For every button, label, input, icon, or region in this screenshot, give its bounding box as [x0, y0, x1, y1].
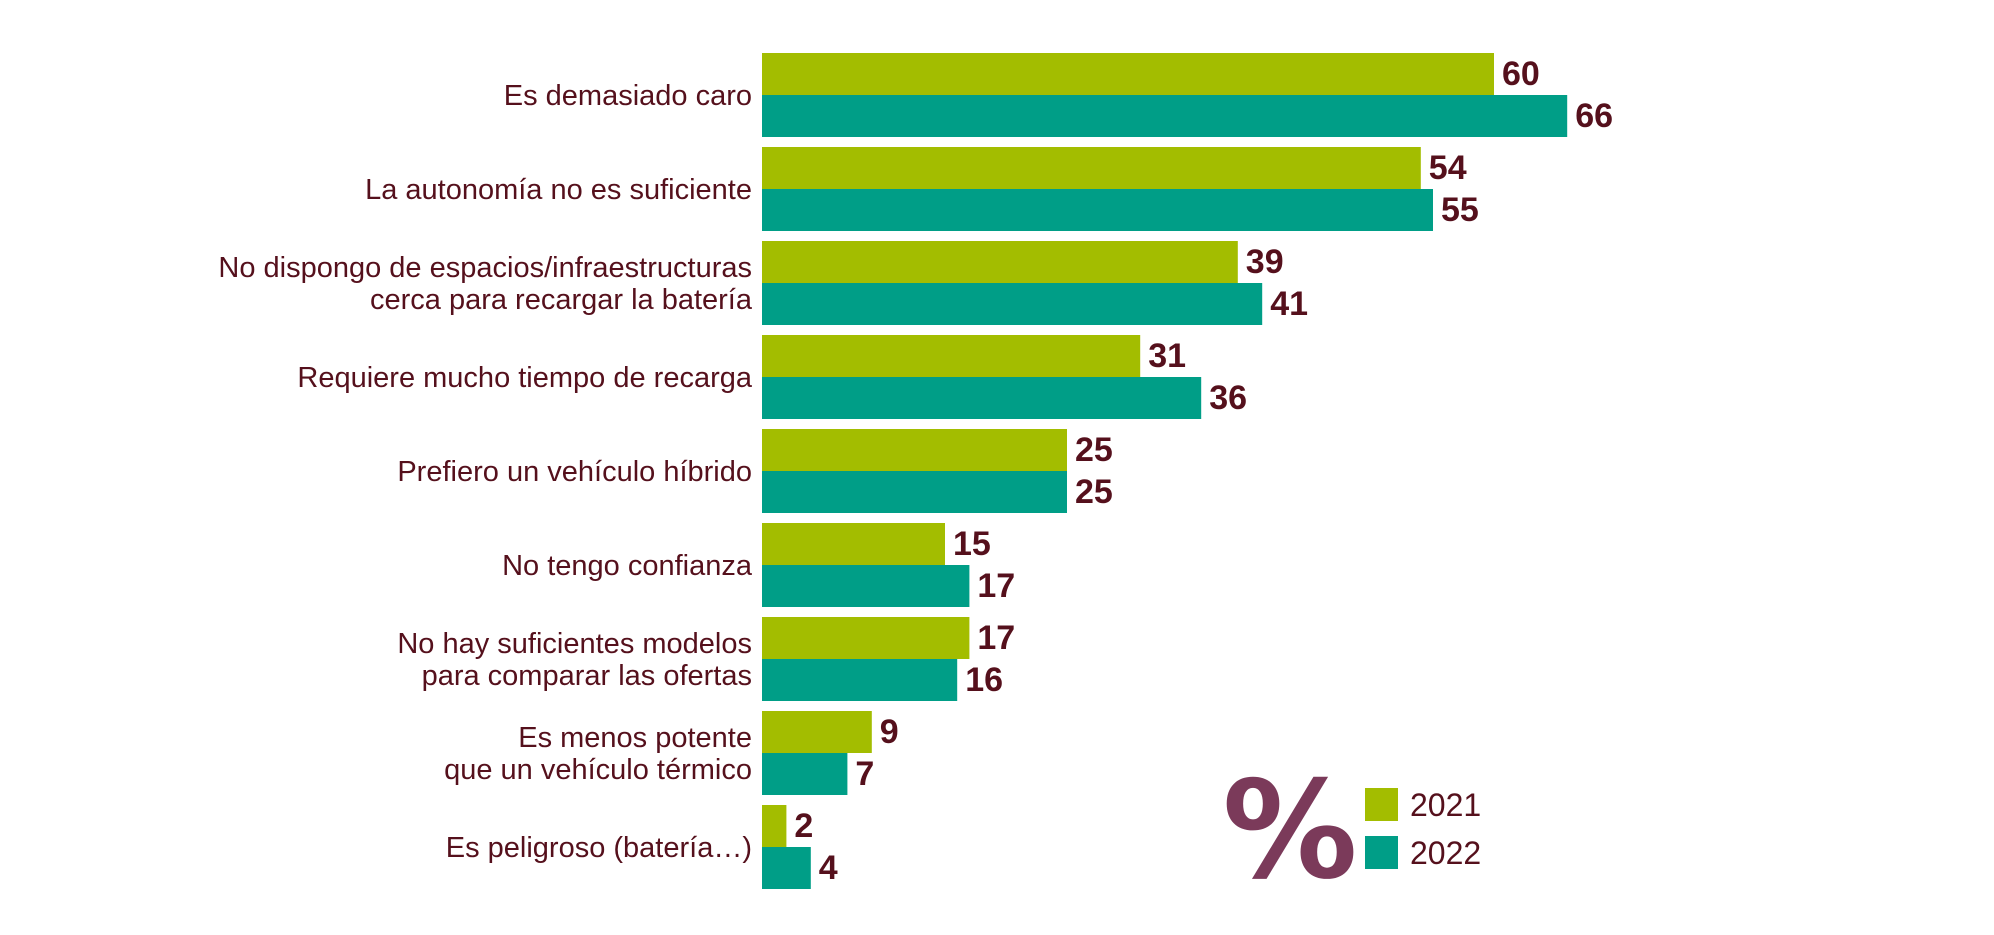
- value-label-2022-no-dispongo-de-espacios-infraestructuras-cerca-para-recargar-la-bateria: 41: [1270, 285, 1308, 323]
- labels-layer: Es demasiado caro 60 66 La autonomía no es …: [218, 55, 1613, 887]
- category-label-no-tengo-confianza: No tengo confianza: [502, 550, 753, 582]
- value-label-2021-no-tengo-confianza: 15: [953, 525, 991, 563]
- bar-2021-no-dispongo-de-espacios-infraestructuras-cerca-para-recargar-la-bateria: [762, 241, 1238, 283]
- category-label-line: que un vehículo térmico: [444, 754, 752, 786]
- category-label-no-hay-suficientes-modelos-para-comparar-las-ofertas: No hay suficientes modelos para comparar …: [397, 628, 752, 692]
- category-label-line: Es peligroso (batería…): [446, 832, 752, 864]
- value-label-2021-prefiero-un-vehiculo-hibrido: 25: [1075, 431, 1113, 469]
- bar-2022-no-hay-suficientes-modelos-para-comparar-las-ofertas: [762, 659, 958, 701]
- category-label-requiere-mucho-tiempo-de-recarga: Requiere mucho tiempo de recarga: [297, 362, 752, 394]
- category-label-line: Requiere mucho tiempo de recarga: [297, 362, 752, 394]
- bars-layer: [762, 53, 1568, 889]
- bar-2022-es-demasiado-caro: [762, 95, 1568, 137]
- percent-symbol: %: [1222, 752, 1357, 909]
- category-label-line: Es menos potente: [518, 722, 752, 754]
- bar-2022-no-dispongo-de-espacios-infraestructuras-cerca-para-recargar-la-bateria: [762, 283, 1263, 325]
- bar-2022-prefiero-un-vehiculo-hibrido: [762, 471, 1067, 513]
- category-label-line: para comparar las ofertas: [422, 660, 752, 692]
- category-label-es-peligroso-bateria: Es peligroso (batería…): [446, 832, 752, 864]
- value-label-2022-es-menos-potente-que-un-vehiculo-termico: 7: [855, 755, 874, 793]
- value-label-2021-requiere-mucho-tiempo-de-recarga: 31: [1148, 337, 1186, 375]
- bar-2022-la-autonomia-no-es-suficiente: [762, 189, 1433, 231]
- legend-label-2021: 2021: [1410, 787, 1481, 823]
- value-label-2021-no-dispongo-de-espacios-infraestructuras-cerca-para-recargar-la-bateria: 39: [1246, 243, 1284, 281]
- bar-2021-es-menos-potente-que-un-vehiculo-termico: [762, 711, 872, 753]
- category-label-line: La autonomía no es suficiente: [365, 174, 752, 206]
- bar-2021-requiere-mucho-tiempo-de-recarga: [762, 335, 1141, 377]
- value-label-2021-es-menos-potente-que-un-vehiculo-termico: 9: [880, 713, 899, 751]
- legend-swatch-2022: [1365, 836, 1398, 869]
- value-label-2022-es-peligroso-bateria: 4: [819, 849, 838, 887]
- legend-label-2022: 2022: [1410, 835, 1481, 871]
- bar-2021-es-demasiado-caro: [762, 53, 1494, 95]
- category-label-line: No dispongo de espacios/infraestructuras: [218, 252, 752, 284]
- bar-2022-es-peligroso-bateria: [762, 847, 811, 889]
- bar-2022-no-tengo-confianza: [762, 565, 970, 607]
- legend: % 2021 2022: [1222, 752, 1481, 909]
- category-label-prefiero-un-vehiculo-hibrido: Prefiero un vehículo híbrido: [397, 456, 752, 488]
- bar-2021-prefiero-un-vehiculo-hibrido: [762, 429, 1067, 471]
- category-label-es-demasiado-caro: Es demasiado caro: [504, 80, 752, 112]
- value-label-2021-no-hay-suficientes-modelos-para-comparar-las-ofertas: 17: [977, 619, 1015, 657]
- bar-2022-requiere-mucho-tiempo-de-recarga: [762, 377, 1202, 419]
- legend-swatch-2021: [1365, 788, 1398, 821]
- category-label-es-menos-potente-que-un-vehiculo-termico: Es menos potente que un vehículo térmico: [444, 722, 752, 786]
- category-label-line: No hay suficientes modelos: [397, 628, 752, 660]
- bar-2021-no-tengo-confianza: [762, 523, 945, 565]
- value-label-2022-prefiero-un-vehiculo-hibrido: 25: [1075, 473, 1113, 511]
- value-label-2021-la-autonomia-no-es-suficiente: 54: [1429, 149, 1467, 187]
- bar-2021-es-peligroso-bateria: [762, 805, 787, 847]
- category-label-no-dispongo-de-espacios-infraestructuras-cerca-para-recargar-la-bateria: No dispongo de espacios/infraestructuras…: [218, 252, 752, 316]
- category-label-line: Es demasiado caro: [504, 80, 752, 112]
- category-label-line: Prefiero un vehículo híbrido: [397, 456, 752, 488]
- category-label-line: cerca para recargar la batería: [370, 284, 753, 316]
- value-label-2021-es-peligroso-bateria: 2: [794, 807, 813, 845]
- value-label-2021-es-demasiado-caro: 60: [1502, 55, 1540, 93]
- bar-2021-la-autonomia-no-es-suficiente: [762, 147, 1421, 189]
- value-label-2022-es-demasiado-caro: 66: [1575, 97, 1613, 135]
- category-label-line: No tengo confianza: [502, 550, 753, 582]
- bar-2021-no-hay-suficientes-modelos-para-comparar-las-ofertas: [762, 617, 970, 659]
- category-label-la-autonomia-no-es-suficiente: La autonomía no es suficiente: [365, 174, 752, 206]
- value-label-2022-no-tengo-confianza: 17: [977, 567, 1015, 605]
- bar-2022-es-menos-potente-que-un-vehiculo-termico: [762, 753, 848, 795]
- value-label-2022-la-autonomia-no-es-suficiente: 55: [1441, 191, 1479, 229]
- value-label-2022-no-hay-suficientes-modelos-para-comparar-las-ofertas: 16: [965, 661, 1003, 699]
- value-label-2022-requiere-mucho-tiempo-de-recarga: 36: [1209, 379, 1247, 417]
